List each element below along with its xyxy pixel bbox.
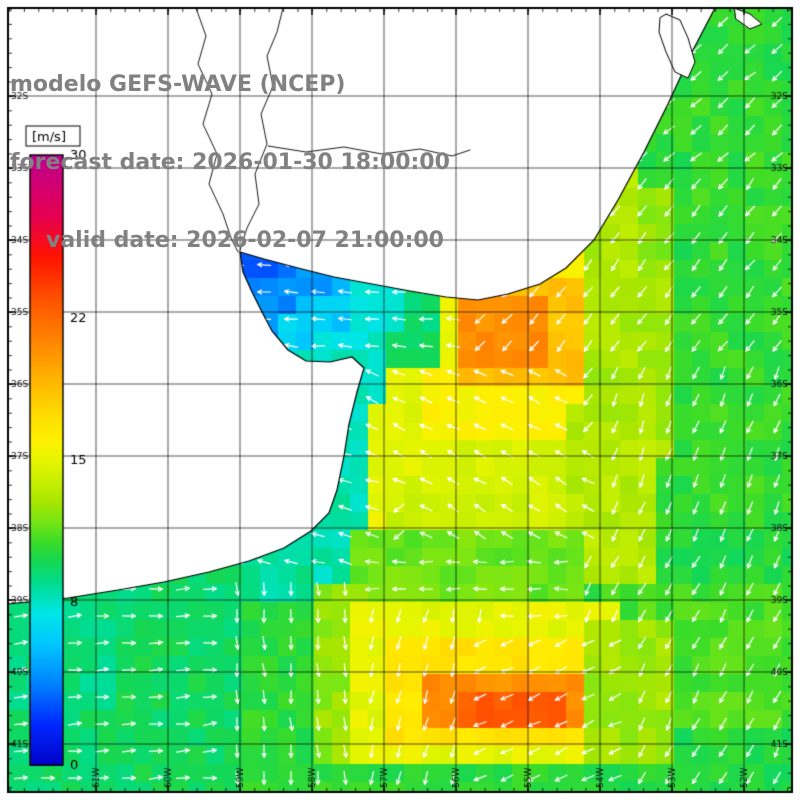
- model-title: modelo GEFS-WAVE (NCEP): [10, 72, 346, 97]
- title-block: modelo GEFS-WAVE (NCEP) forecast date: 2…: [10, 20, 450, 306]
- forecast-date-label: forecast date: 2026-01-30 18:00:00: [10, 150, 450, 175]
- valid-date-label: valid date: 2026-02-07 21:00:00: [46, 228, 444, 253]
